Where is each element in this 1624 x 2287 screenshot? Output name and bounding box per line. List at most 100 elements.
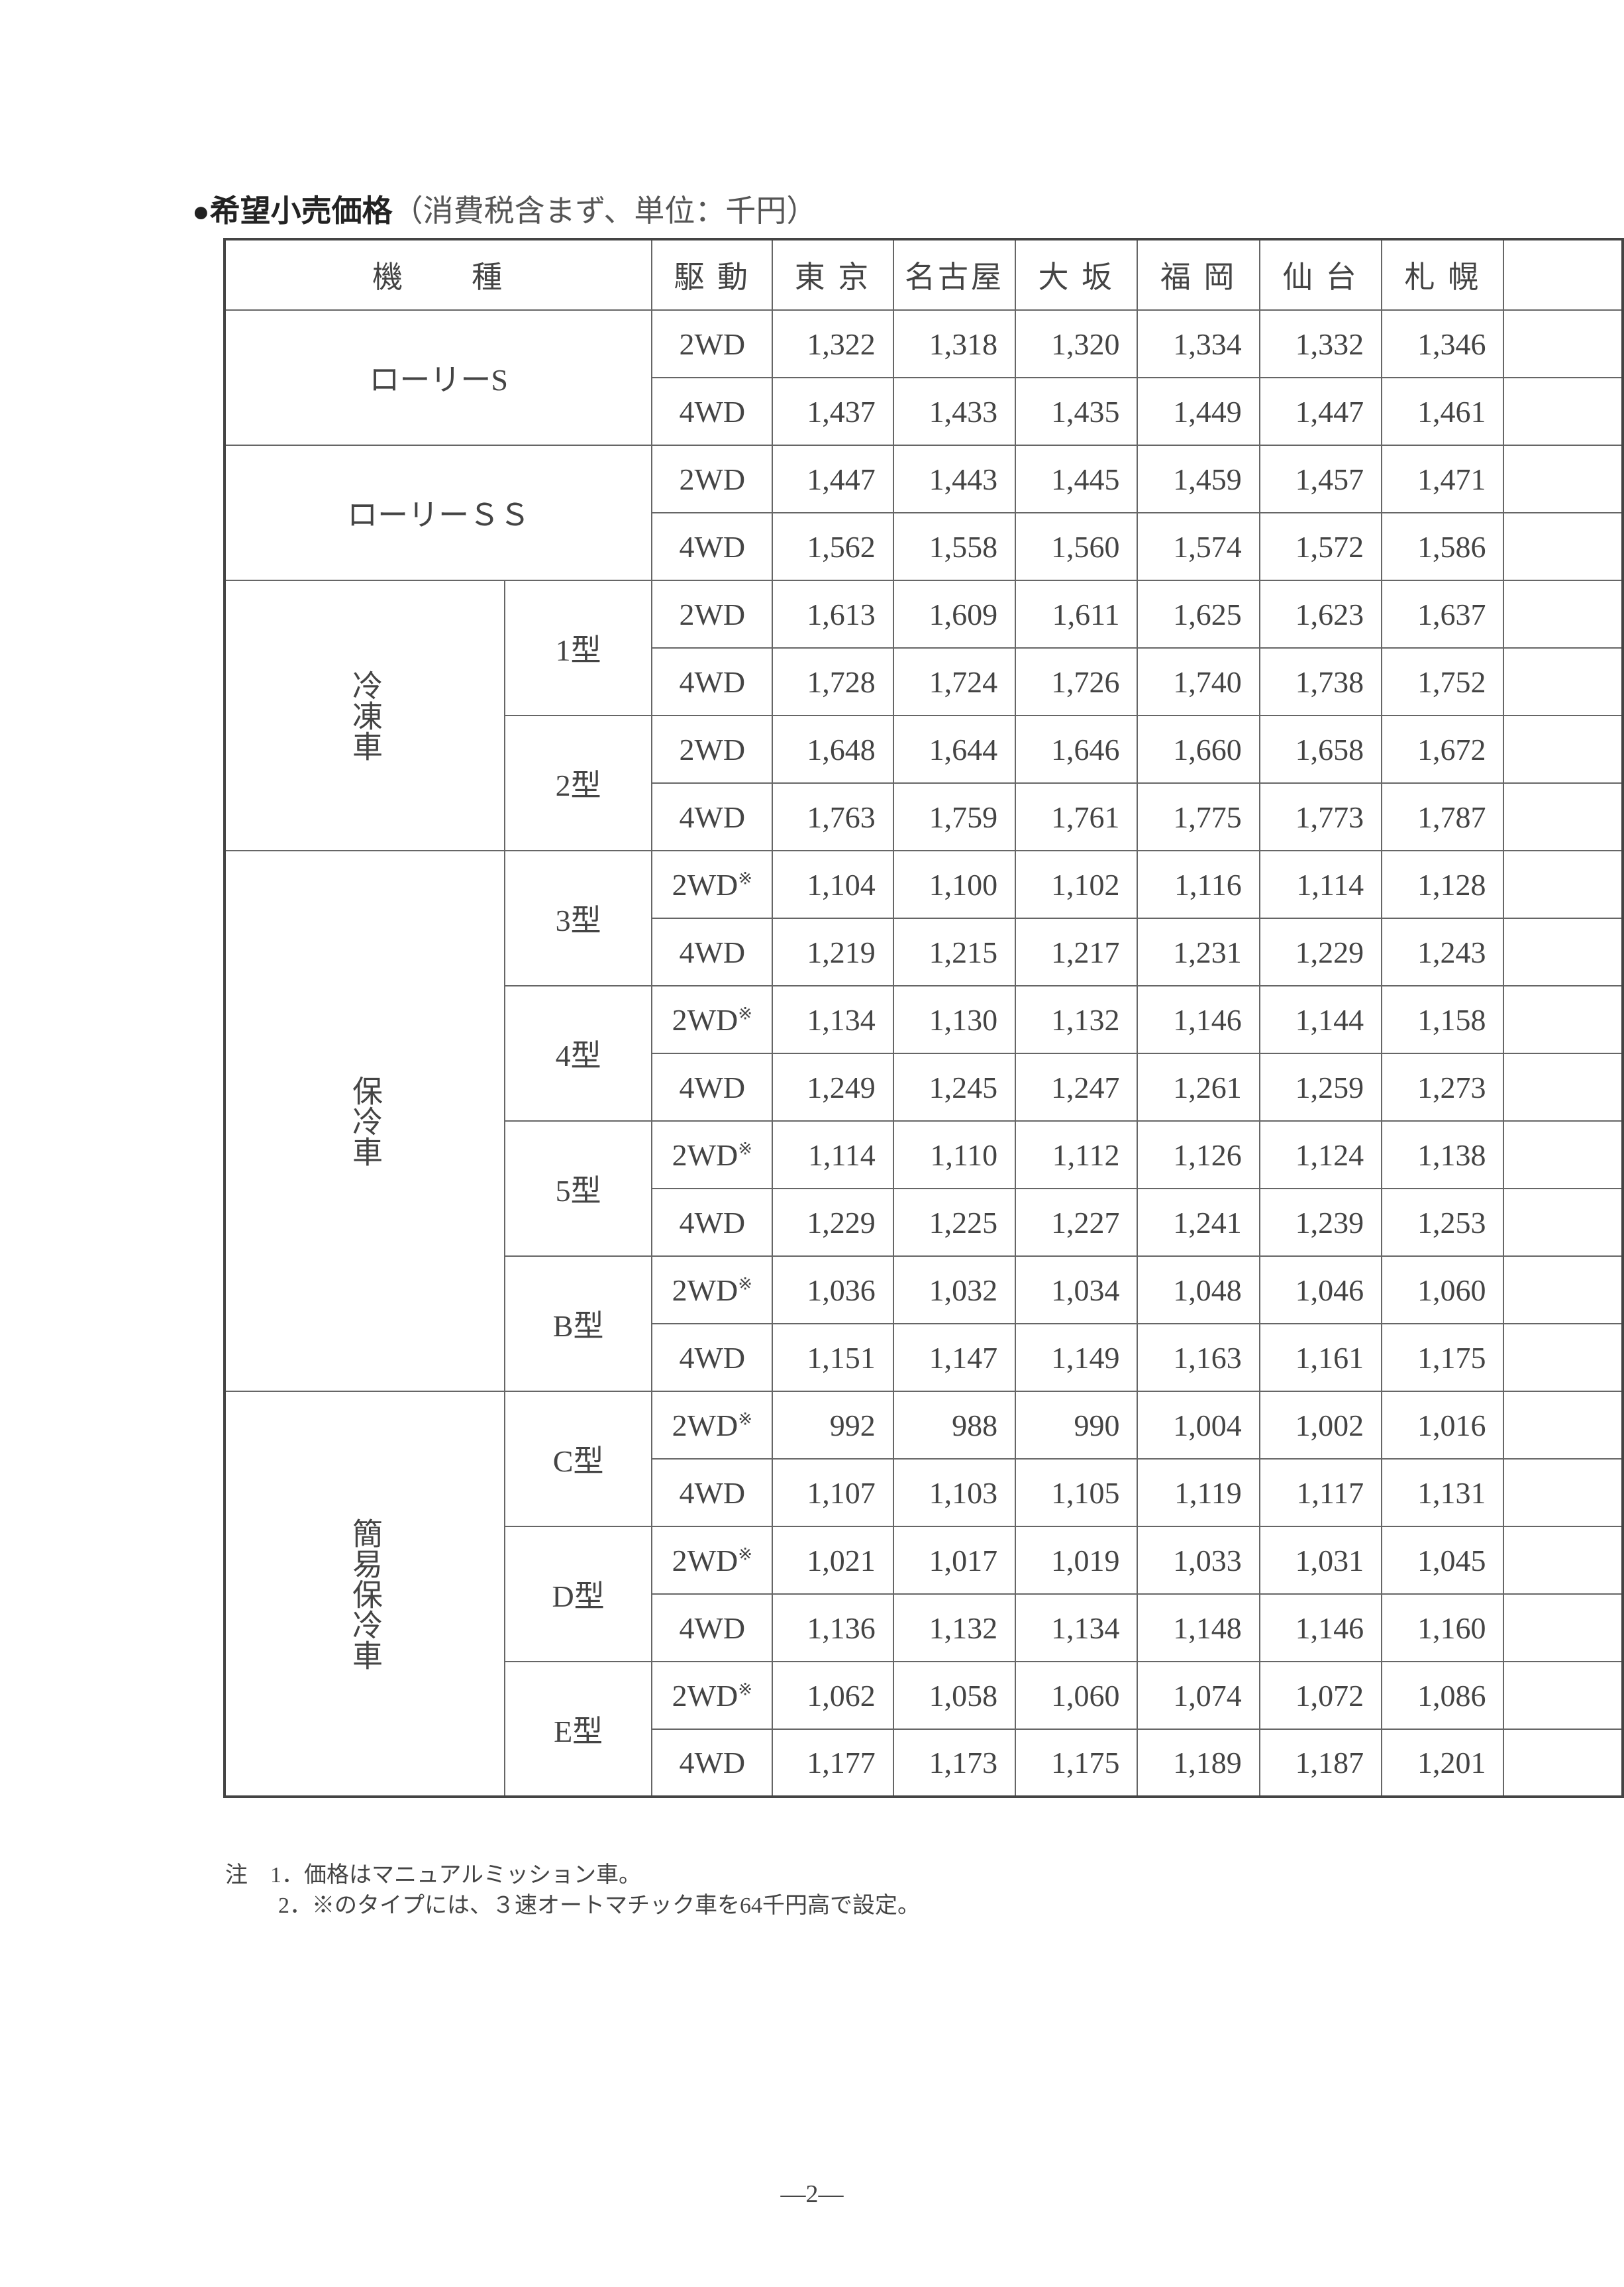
title-main: 希望小売価格 xyxy=(209,193,393,229)
model-label: E型 xyxy=(503,1661,653,1797)
price-cell: 1,032 xyxy=(892,1255,1017,1324)
page-number: —2— xyxy=(780,2180,844,2208)
group-label: 簡易保冷車 xyxy=(224,1391,505,1797)
price-cell: 1,034 xyxy=(1015,1255,1139,1324)
price-cell: 1,136 xyxy=(772,1593,894,1662)
table-row: 冷凍車 1型 2WD 1,613 1,609 1,611 1,625 1,623 1,637 xyxy=(224,580,1623,851)
price-cell: 1,672 xyxy=(1381,715,1505,784)
price-cell: 1,625 xyxy=(1137,580,1260,649)
price-cell: 1,322 xyxy=(772,309,894,378)
blank-cell xyxy=(1503,1391,1623,1460)
price-cell: 1,658 xyxy=(1258,715,1383,784)
price-cell: 1,132 xyxy=(892,1593,1017,1662)
price-cell: 1,726 xyxy=(1015,647,1139,716)
price-cell: 1,219 xyxy=(772,918,894,986)
price-cell: 1,231 xyxy=(1137,918,1260,986)
price-cell: 1,114 xyxy=(772,1120,894,1189)
price-cell: 1,147 xyxy=(892,1323,1017,1392)
price-cell: 1,017 xyxy=(892,1526,1017,1595)
price-cell: 1,177 xyxy=(772,1729,894,1797)
table-row: 4型 2WD※ 1,134 1,130 1,132 1,146 1,144 1,158 xyxy=(225,985,1623,1122)
column-header: 札 幌 xyxy=(1381,239,1505,311)
price-cell: 1,100 xyxy=(892,850,1017,919)
table-row: B型 2WD※ 1,036 1,032 1,034 1,048 1,046 1,060 xyxy=(225,1255,1623,1392)
model-label: 4型 xyxy=(503,985,653,1122)
price-cell: 1,215 xyxy=(892,918,1017,986)
price-cell: 1,160 xyxy=(1381,1593,1505,1662)
price-cell: 1,239 xyxy=(1258,1188,1383,1257)
price-cell: 1,225 xyxy=(892,1188,1017,1257)
price-cell: 1,132 xyxy=(1015,985,1139,1054)
title-subtitle: （消費税含まず、単位：千円） xyxy=(392,194,817,228)
price-cell: 1,112 xyxy=(1015,1120,1139,1189)
automatic-mark: ※ xyxy=(738,1409,753,1429)
price-cell: 1,261 xyxy=(1137,1053,1260,1122)
table-row: 4WD 1,229 1,225 1,227 1,241 1,239 1,253 xyxy=(225,1188,1623,1257)
price-cell: 1,114 xyxy=(1258,850,1383,919)
column-header: 仙 台 xyxy=(1258,239,1383,311)
price-cell: 1,161 xyxy=(1258,1323,1383,1392)
price-cell: 1,151 xyxy=(772,1323,894,1392)
price-cell: 1,245 xyxy=(892,1053,1017,1122)
table-row: 4WD 1,437 1,433 1,435 1,449 1,447 1,461 xyxy=(225,377,1623,446)
price-cell: 1,086 xyxy=(1381,1661,1505,1730)
price-cell: 1,259 xyxy=(1258,1053,1383,1122)
price-cell: 1,249 xyxy=(772,1053,894,1122)
price-cell: 1,759 xyxy=(892,782,1017,851)
column-header xyxy=(1503,239,1623,311)
price-cell: 1,775 xyxy=(1137,782,1260,851)
drive-cell: 4WD xyxy=(651,918,774,986)
price-cell: 1,187 xyxy=(1258,1729,1383,1797)
price-cell: 992 xyxy=(772,1391,894,1460)
drive-cell: 4WD xyxy=(651,1593,774,1662)
price-cell: 1,433 xyxy=(892,377,1017,446)
price-cell: 1,131 xyxy=(1381,1458,1505,1527)
price-cell: 1,031 xyxy=(1258,1526,1383,1595)
table-row: 4WD 1,107 1,103 1,105 1,119 1,117 1,131 xyxy=(225,1458,1623,1527)
price-cell: 1,146 xyxy=(1137,985,1260,1054)
blank-cell xyxy=(1503,1593,1623,1662)
blank-cell xyxy=(1503,647,1623,716)
drive-cell: 4WD xyxy=(651,1323,774,1392)
price-cell: 1,243 xyxy=(1381,918,1505,986)
note-2: 2．※のタイプには、３速オートマチック車を64千円高で設定。 xyxy=(278,1893,920,1918)
price-cell: 1,036 xyxy=(772,1255,894,1324)
price-cell: 1,787 xyxy=(1381,782,1505,851)
price-cell: 1,562 xyxy=(772,512,894,581)
model-label: 1型 xyxy=(503,580,653,716)
table-row: D型 2WD※ 1,021 1,017 1,019 1,033 1,031 1,045 xyxy=(225,1526,1623,1662)
price-cell: 1,660 xyxy=(1137,715,1260,784)
automatic-mark: ※ xyxy=(738,1679,753,1699)
blank-cell xyxy=(1503,377,1623,446)
blank-cell xyxy=(1503,1323,1623,1392)
price-cell: 1,173 xyxy=(892,1729,1017,1797)
price-cell: 1,019 xyxy=(1015,1526,1139,1595)
blank-cell xyxy=(1503,1458,1623,1527)
price-cell: 1,227 xyxy=(1015,1188,1139,1257)
column-header: 駆 動 xyxy=(651,239,774,311)
price-cell: 1,461 xyxy=(1381,377,1505,446)
table-row: 4WD 1,249 1,245 1,247 1,261 1,259 1,273 xyxy=(225,1053,1623,1122)
model-label: ローリーS xyxy=(223,309,653,446)
column-header: 大 坂 xyxy=(1015,239,1139,311)
price-cell: 1,740 xyxy=(1137,647,1260,716)
blank-cell xyxy=(1503,1526,1623,1595)
price-table: 機 種駆 動東 京名古屋大 坂福 岡仙 台札 幌ローリーS 2WD 1,322 1,3… xyxy=(223,238,1624,1798)
drive-cell: 2WD※ xyxy=(651,1120,774,1189)
price-cell: 1,648 xyxy=(772,715,894,784)
price-cell: 1,175 xyxy=(1015,1729,1139,1797)
price-cell: 1,613 xyxy=(772,580,894,649)
price-cell: 1,004 xyxy=(1137,1391,1260,1460)
price-cell: 1,217 xyxy=(1015,918,1139,986)
price-cell: 1,104 xyxy=(772,850,894,919)
price-cell: 1,124 xyxy=(1258,1120,1383,1189)
header-row: 機 種駆 動東 京名古屋大 坂福 岡仙 台札 幌 xyxy=(223,239,1623,311)
table-row: 簡易保冷車 C型 2WD※ 992 988 990 1,004 1,002 1,016 xyxy=(224,1391,1623,1797)
column-header: 東 京 xyxy=(772,239,894,311)
price-cell: 1,229 xyxy=(1258,918,1383,986)
table-row: 5型 2WD※ 1,114 1,110 1,112 1,126 1,124 1,138 xyxy=(225,1120,1623,1257)
model-label: ローリーＳＳ xyxy=(223,445,653,581)
price-cell: 1,189 xyxy=(1137,1729,1260,1797)
drive-cell: 4WD xyxy=(651,1053,774,1122)
price-cell: 1,229 xyxy=(772,1188,894,1257)
